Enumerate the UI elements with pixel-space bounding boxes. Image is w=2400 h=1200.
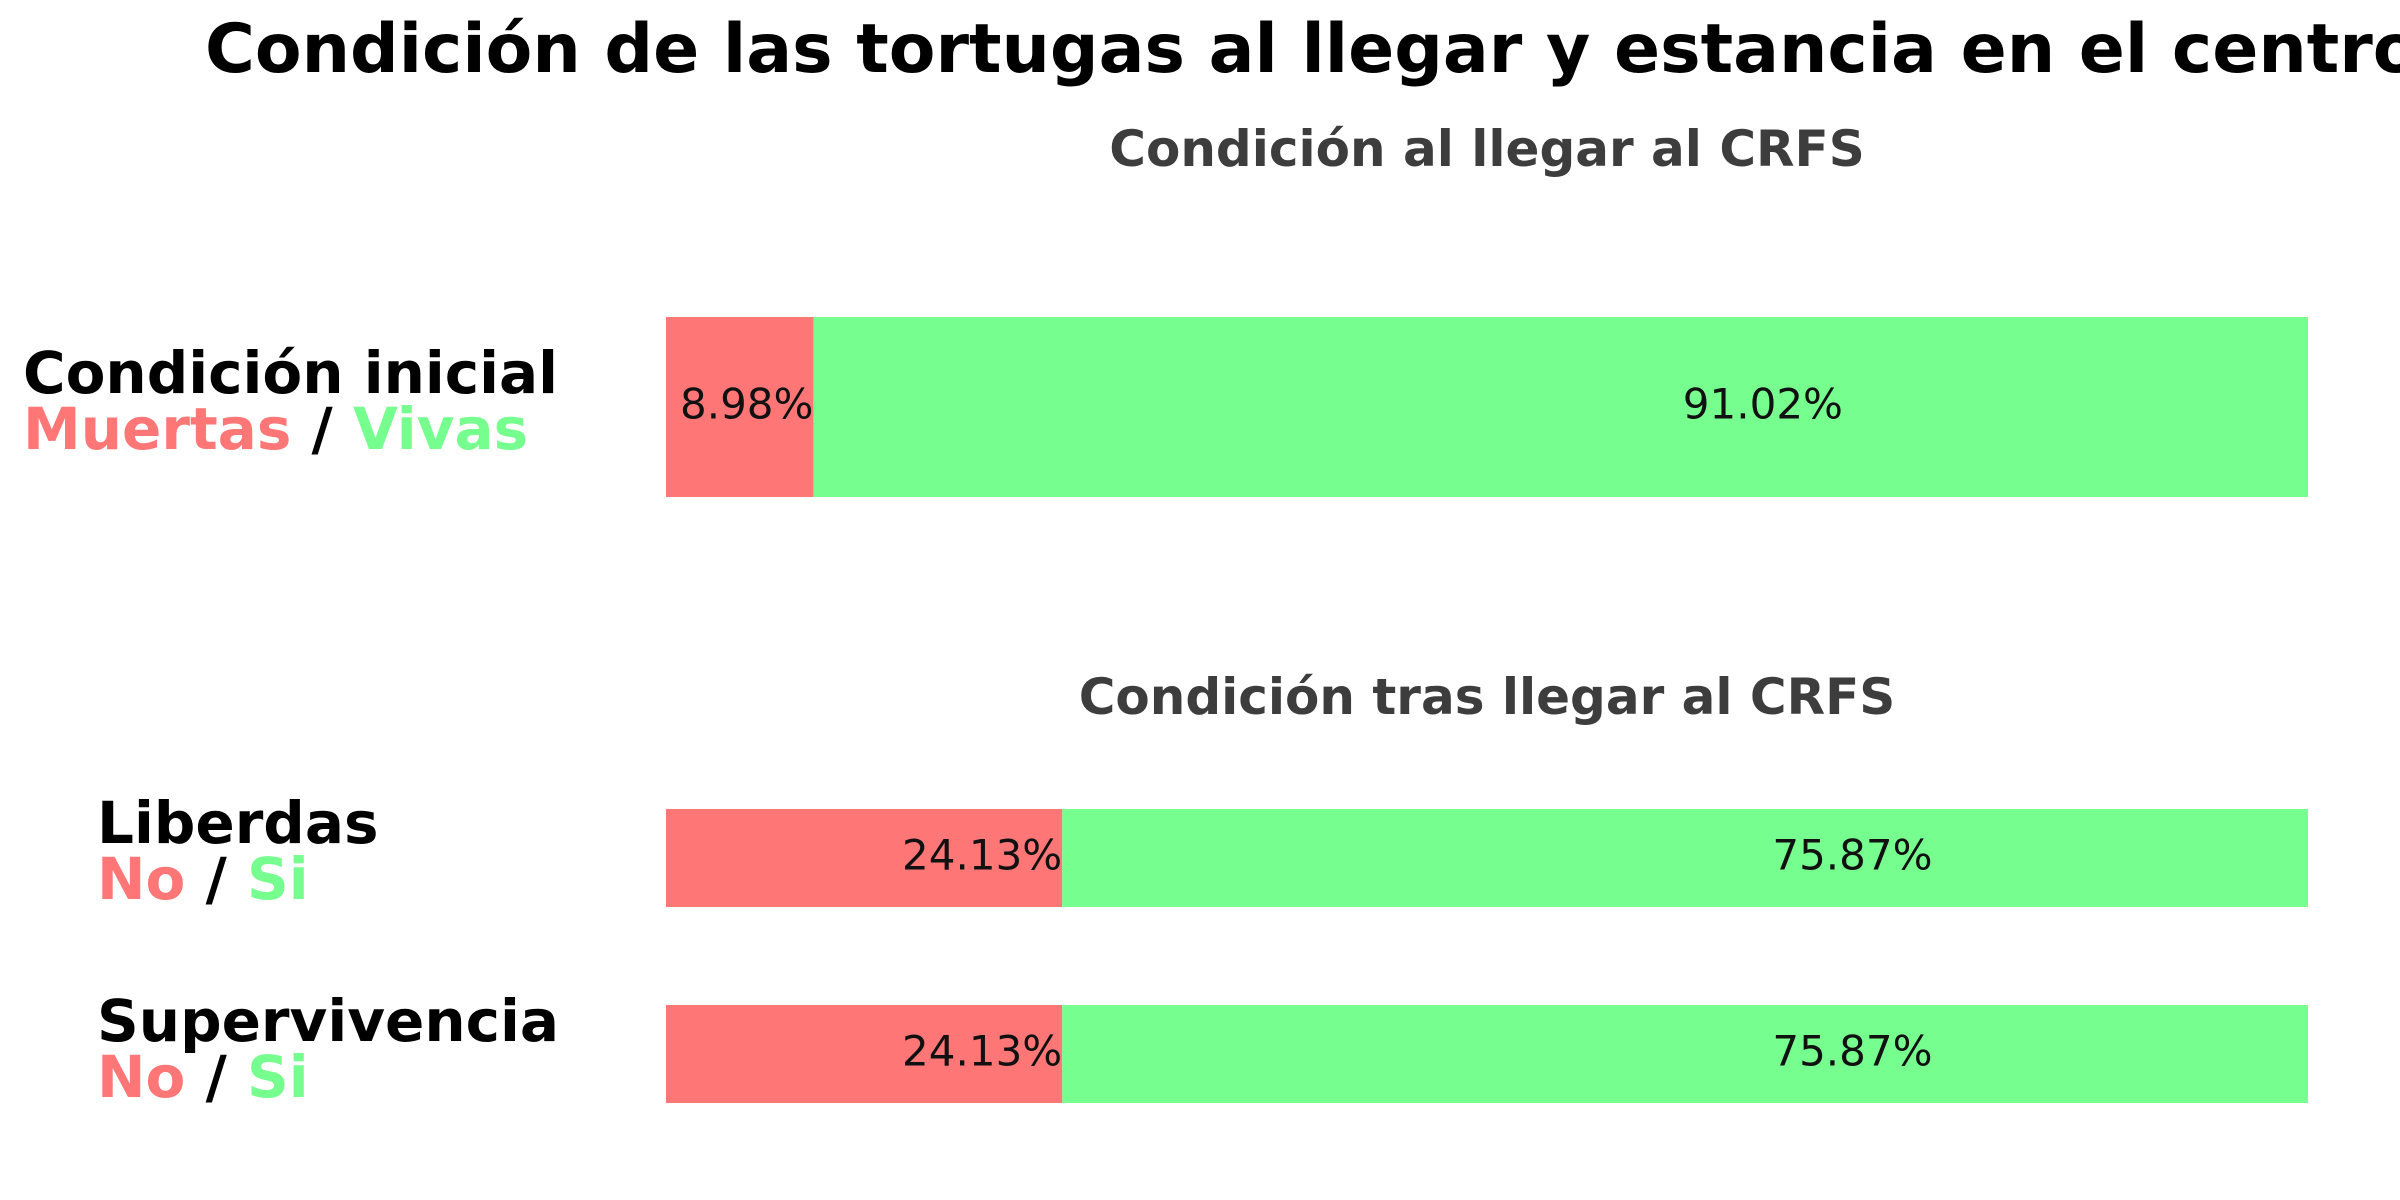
row-label-name: Condición inicial — [23, 339, 559, 407]
row-label-supervivencia: Supervivencia No / Si — [97, 987, 560, 1106]
bar-condicion-inicial-positive — [813, 317, 2308, 497]
row-label-negative: No — [97, 845, 186, 913]
bar-supervivencia-negative — [666, 1005, 1063, 1103]
bar-label-liberdas-positive: 75.87% — [1772, 831, 1932, 880]
bar-label-liberdas-negative: 24.13% — [902, 831, 1062, 880]
row-label-separator: / — [205, 1043, 227, 1111]
bar-condicion-inicial-negative — [666, 317, 814, 497]
row-label-positive: Si — [246, 1043, 309, 1111]
row-label-liberdas: Liberdas No / Si — [97, 789, 379, 908]
row-label-positive: Si — [246, 845, 309, 913]
subtitle-arrival: Condición al llegar al CRFS — [1109, 120, 1865, 178]
row-label-negative: No — [97, 1043, 186, 1111]
row-label-condicion-inicial: Condición inicial Muertas / Vivas — [23, 339, 559, 458]
row-label-separator: / — [311, 395, 333, 463]
row-label-separator: / — [205, 845, 227, 913]
bar-label-supervivencia-negative: 24.13% — [902, 1027, 1062, 1076]
bar-liberdas-positive — [1062, 809, 2308, 907]
row-label-positive: Vivas — [352, 395, 529, 463]
chart-title: Condición de las tortugas al llegar y es… — [205, 10, 2400, 89]
row-label-name: Liberdas — [97, 789, 379, 857]
subtitle-after: Condición tras llegar al CRFS — [1078, 668, 1896, 726]
row-label-name: Supervivencia — [97, 987, 560, 1055]
bar-label-condicion-inicial-positive: 91.02% — [1683, 380, 1843, 429]
row-label-negative: Muertas — [23, 395, 292, 463]
bar-label-supervivencia-positive: 75.87% — [1772, 1027, 1932, 1076]
bar-liberdas-negative — [666, 809, 1063, 907]
bar-label-condicion-inicial-negative: 8.98% — [680, 380, 813, 429]
bar-supervivencia-positive — [1062, 1005, 2308, 1103]
